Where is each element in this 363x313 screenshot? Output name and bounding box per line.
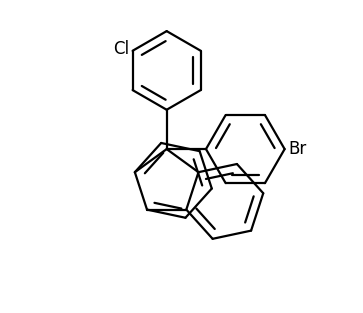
Text: Cl: Cl: [114, 40, 130, 58]
Text: Br: Br: [288, 140, 307, 158]
